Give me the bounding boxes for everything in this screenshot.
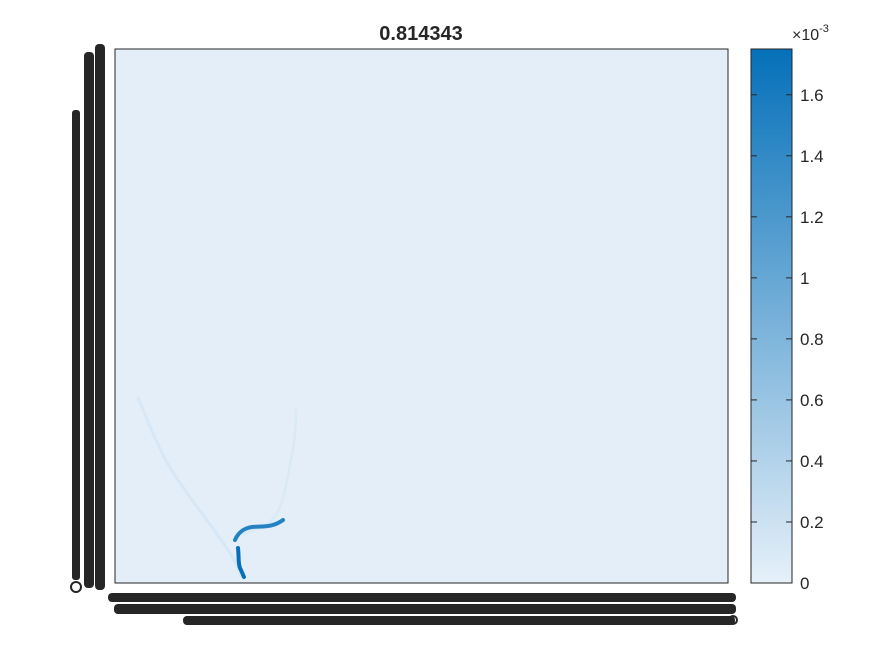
x-tick-blob bbox=[114, 604, 736, 614]
x-axis-ticks-garbled bbox=[108, 593, 738, 625]
y-tick-blob bbox=[70, 581, 82, 593]
colorbar-multiplier-exp: -3 bbox=[819, 23, 829, 35]
faint-trail-left bbox=[136, 396, 244, 579]
colorbar-tick-label: 1.2 bbox=[800, 208, 824, 227]
x-tick-blob bbox=[183, 616, 735, 625]
colorbar-tick-label: 0.2 bbox=[800, 513, 824, 532]
y-axis-ticks-garbled bbox=[70, 44, 105, 593]
upper-hook bbox=[233, 518, 285, 542]
colorbar-tick-label: 1.4 bbox=[800, 147, 824, 166]
colorbar-ticks: 0 0.2 0.4 0.6 0.8 1 1.2 1.4 1.6 bbox=[751, 86, 824, 593]
y-tick-blob bbox=[72, 110, 80, 580]
faint-trail-right bbox=[242, 408, 298, 536]
x-tick-blob bbox=[728, 615, 738, 625]
colorbar bbox=[750, 48, 793, 584]
lower-streak bbox=[236, 546, 246, 579]
y-tick-blob bbox=[95, 44, 105, 590]
colorbar-multiplier-base: ×10 bbox=[792, 27, 819, 44]
colorbar-tick-label: 1.6 bbox=[800, 86, 824, 105]
plot-area bbox=[114, 48, 729, 584]
colorbar-tick-label: 0.4 bbox=[800, 452, 824, 471]
colorbar-tick-label: 0.8 bbox=[800, 330, 824, 349]
y-tick-blob bbox=[84, 52, 94, 588]
colorbar-tick-label: 1 bbox=[800, 269, 809, 288]
colorbar-multiplier: ×10-3 bbox=[792, 23, 829, 44]
heat-features bbox=[136, 396, 298, 579]
chart-title: 0.814343 bbox=[379, 23, 462, 45]
colorbar-tick-label: 0 bbox=[800, 574, 809, 593]
x-tick-blob bbox=[108, 593, 736, 602]
colorbar-tick-label: 0.6 bbox=[800, 391, 824, 410]
